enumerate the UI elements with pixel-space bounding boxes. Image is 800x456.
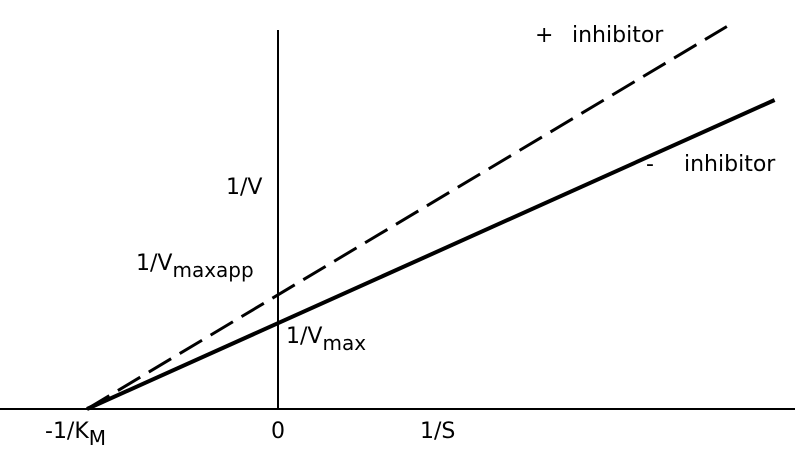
legend-plus-sign: + <box>535 23 553 48</box>
legend-minus-name: inhibitor <box>684 152 776 177</box>
series-line-plus-inhibitor <box>86 25 728 411</box>
x-intercept-label: -1/KM <box>45 419 106 450</box>
series-line-minus-inhibitor <box>86 98 776 411</box>
legend-plus-name: inhibitor <box>572 23 664 48</box>
origin-tick-label: 0 <box>271 419 285 444</box>
x-axis-label: 1/S <box>420 419 455 444</box>
vmax-intercept-label: 1/Vmax <box>286 324 366 355</box>
y-axis-label: 1/V <box>226 175 262 200</box>
legend-minus-sign: - <box>646 152 654 177</box>
vmaxapp-intercept-label: 1/Vmaxapp <box>136 251 254 282</box>
